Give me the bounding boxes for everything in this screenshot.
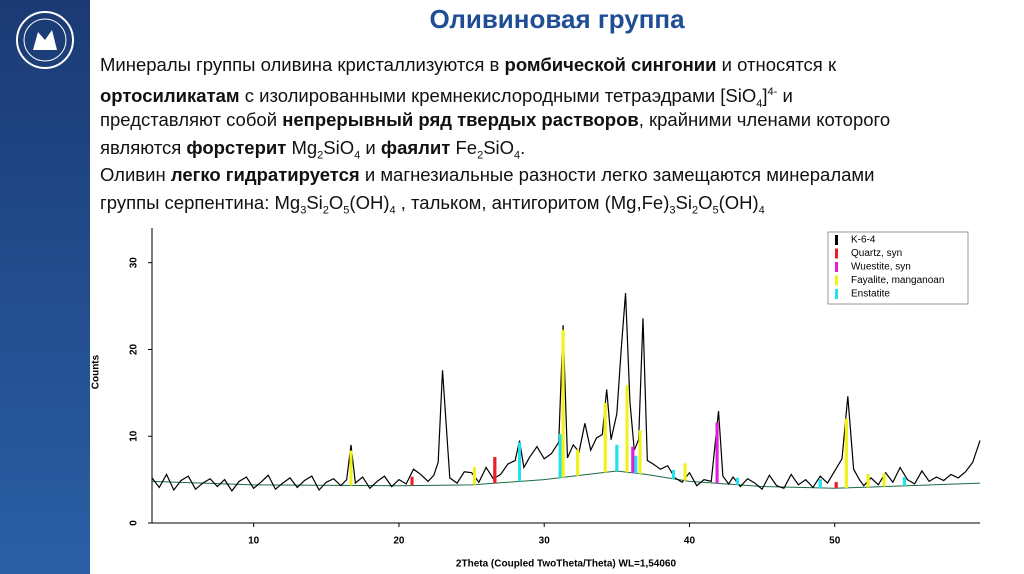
text-run: ромбической сингонии: [504, 54, 717, 75]
text-run: и относятся к: [716, 54, 837, 75]
text-run: 5: [712, 204, 719, 217]
text-run: 3: [300, 204, 307, 217]
text-run: 2: [691, 204, 699, 217]
text-run: Si: [306, 191, 323, 213]
text-run: 2: [317, 149, 324, 162]
text-run: и магнезиальные разности легко замещаютс…: [359, 164, 875, 185]
legend-box: [827, 231, 969, 305]
text-line: Оливин легко гидратируется и магнезиальн…: [100, 161, 890, 189]
text-run: являются: [100, 136, 187, 158]
text-run: (OH): [349, 191, 390, 213]
text-run: 4: [514, 149, 521, 162]
text-run: .: [520, 136, 526, 158]
legend-label: Enstatite: [851, 289, 890, 300]
text-run: группы серпентина: Mg: [100, 191, 301, 213]
legend-label: K-6-4: [851, 235, 876, 246]
text-run: 2: [322, 204, 329, 217]
text-run: 2: [477, 149, 484, 162]
legend-label: Wuestite, syn: [851, 262, 911, 273]
text-run: Mg: [286, 136, 318, 158]
text-run: и: [777, 84, 793, 106]
text-run: с изолированными кремнекислородными тетр…: [239, 84, 757, 106]
text-run: 5: [343, 204, 350, 217]
legend-label: Fayalite, manganoan: [851, 275, 944, 286]
text-line: ортосиликатам с изолированными кремнекис…: [100, 79, 890, 110]
text-run: Fe: [450, 136, 478, 158]
text-run: Оливин: [100, 164, 171, 185]
text-run: представляют собой: [100, 109, 283, 130]
text-run: и: [360, 136, 381, 158]
y-axis-label: Counts: [91, 354, 102, 389]
data-line: [151, 293, 981, 492]
y-tick-label: 10: [129, 430, 140, 442]
text-run: 4-: [767, 85, 778, 98]
text-line: Минералы группы оливина кристаллизуются …: [100, 51, 890, 79]
text-line: представляют собой непрерывный ряд тверд…: [100, 106, 890, 134]
slide-title: Оливиновая группа: [429, 4, 685, 34]
legend-swatch: [835, 262, 838, 272]
text-run: непрерывный ряд твердых растворов: [282, 109, 639, 130]
text-run: 4: [389, 204, 396, 217]
x-tick-label: 20: [393, 536, 405, 547]
text-run: 4: [758, 204, 765, 217]
x-tick-label: 50: [829, 536, 841, 547]
text-run: фаялит: [380, 136, 451, 158]
text-run: 4: [354, 149, 361, 162]
x-tick-label: 40: [684, 536, 696, 547]
y-tick-label: 30: [129, 257, 140, 269]
x-tick-label: 10: [248, 536, 260, 547]
text-run: ортосиликатам: [100, 84, 240, 106]
text-run: легко гидратируется: [170, 164, 360, 185]
legend-swatch: [835, 275, 838, 286]
text-run: Минералы группы оливина кристаллизуются …: [100, 54, 505, 75]
text-run: SiO: [323, 136, 355, 158]
body-text: Минералы группы оливина кристаллизуются …: [100, 51, 890, 216]
text-run: , крайними членами которого: [638, 109, 891, 130]
legend-swatch: [835, 235, 838, 245]
legend-swatch: [835, 248, 838, 259]
legend-label: Quartz, syn: [851, 248, 902, 259]
x-axis-label: 2Theta (Coupled TwoTheta/Theta) WL=1,540…: [456, 559, 677, 570]
y-tick-label: 20: [129, 343, 140, 355]
side-bar: [0, 0, 90, 574]
text-run: 4: [756, 97, 763, 110]
logo: [16, 11, 74, 69]
text-run: O: [328, 191, 344, 213]
text-run: (OH): [718, 191, 759, 213]
x-tick-label: 30: [539, 536, 551, 547]
y-tick-label: 0: [129, 520, 140, 526]
text-run: 3: [669, 204, 676, 217]
text-run: SiO: [483, 136, 515, 158]
text-line: являются форстерит Mg2SiO4 и фаялит Fe2S…: [100, 134, 890, 162]
text-run: ]: [762, 84, 768, 106]
text-run: форстерит: [186, 136, 287, 158]
text-run: Si: [675, 191, 692, 213]
text-run: , тальком, антигоритом (Mg,Fe): [395, 191, 670, 213]
legend-swatch: [835, 289, 838, 299]
text-line: группы серпентина: Mg3Si2O5(OH)4 , тальк…: [100, 189, 890, 217]
text-run: O: [698, 191, 713, 213]
